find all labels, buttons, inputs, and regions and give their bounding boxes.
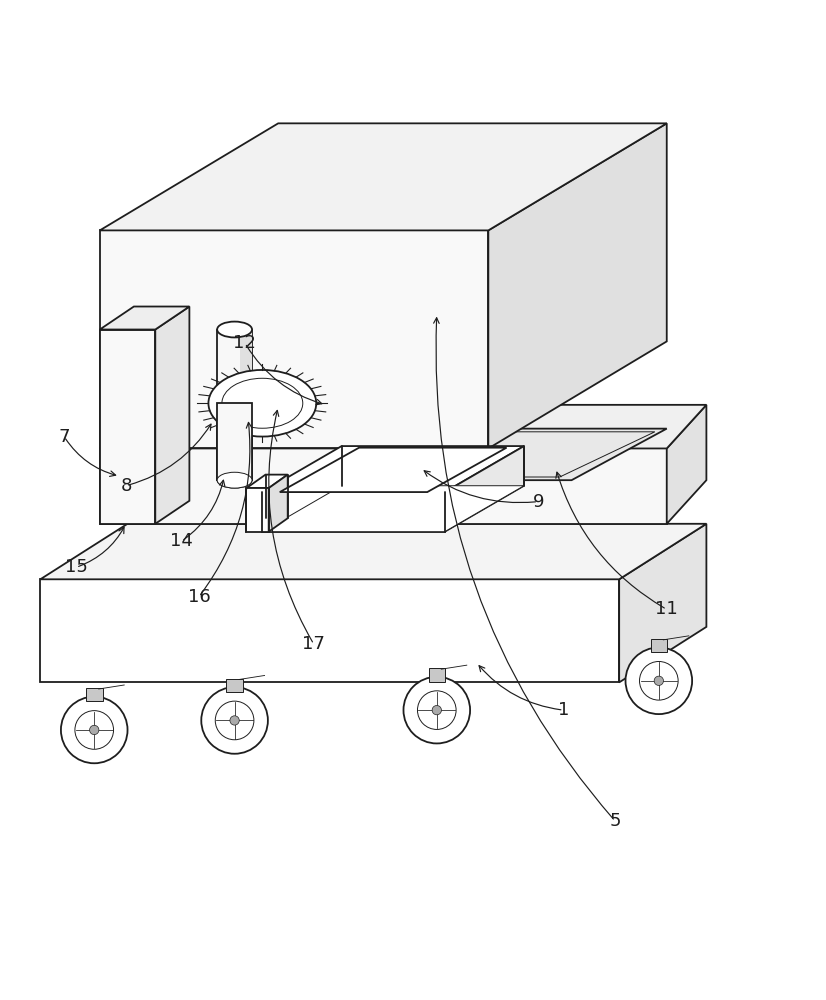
Polygon shape [100, 307, 189, 330]
Circle shape [89, 725, 99, 735]
Circle shape [403, 677, 470, 743]
Polygon shape [217, 330, 252, 480]
FancyBboxPatch shape [651, 639, 667, 652]
Ellipse shape [217, 472, 252, 488]
Polygon shape [100, 230, 488, 448]
Text: 7: 7 [59, 428, 70, 446]
Text: 12: 12 [234, 334, 256, 352]
Polygon shape [217, 403, 252, 480]
Polygon shape [100, 405, 706, 448]
Ellipse shape [222, 378, 303, 428]
Text: 5: 5 [610, 812, 621, 830]
Polygon shape [263, 446, 524, 492]
Text: 16: 16 [188, 588, 211, 606]
Text: 1: 1 [558, 701, 569, 719]
Polygon shape [280, 448, 506, 492]
Ellipse shape [217, 322, 252, 337]
Polygon shape [263, 486, 524, 532]
Polygon shape [263, 492, 444, 532]
Circle shape [216, 701, 254, 740]
Polygon shape [444, 446, 524, 532]
Circle shape [639, 661, 678, 700]
Polygon shape [298, 432, 655, 477]
Circle shape [654, 676, 663, 685]
Polygon shape [488, 123, 667, 448]
Circle shape [417, 691, 456, 729]
Circle shape [61, 697, 127, 763]
Circle shape [432, 705, 441, 715]
Ellipse shape [217, 472, 252, 488]
FancyBboxPatch shape [86, 688, 102, 701]
Polygon shape [246, 488, 268, 532]
Polygon shape [100, 123, 667, 230]
Polygon shape [268, 475, 287, 532]
Text: 17: 17 [302, 635, 325, 653]
Polygon shape [40, 579, 620, 682]
Polygon shape [40, 524, 706, 579]
Ellipse shape [208, 370, 316, 437]
Circle shape [625, 647, 692, 714]
Polygon shape [286, 429, 667, 480]
Text: 8: 8 [121, 477, 131, 495]
Polygon shape [155, 307, 189, 524]
FancyBboxPatch shape [226, 679, 243, 692]
Text: 14: 14 [170, 532, 193, 550]
Text: 9: 9 [533, 493, 544, 511]
Polygon shape [100, 448, 667, 524]
Text: 11: 11 [655, 600, 678, 618]
Polygon shape [246, 475, 287, 488]
Polygon shape [100, 330, 155, 524]
Text: 15: 15 [64, 558, 88, 576]
Polygon shape [620, 524, 706, 682]
FancyBboxPatch shape [429, 668, 445, 682]
Polygon shape [667, 405, 706, 524]
Circle shape [75, 711, 113, 749]
Circle shape [202, 687, 268, 754]
Circle shape [230, 716, 240, 725]
Polygon shape [240, 330, 252, 480]
